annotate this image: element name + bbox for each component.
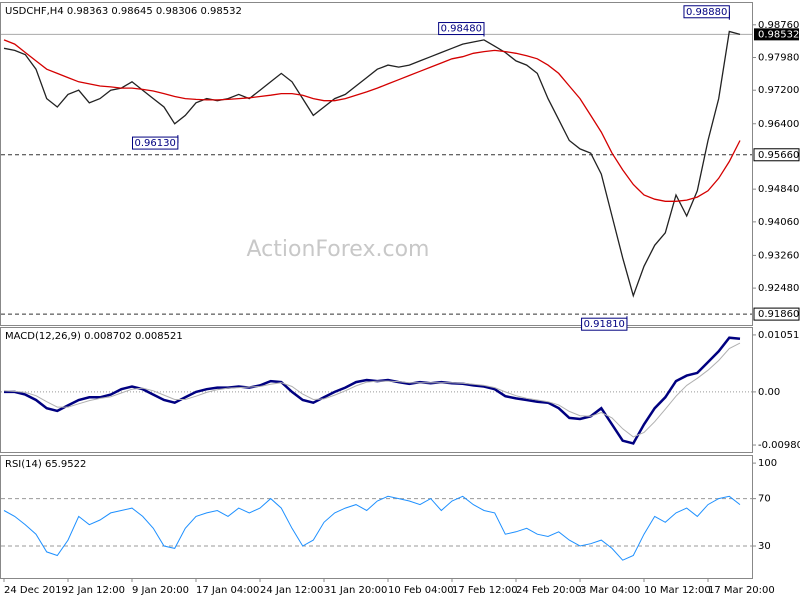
series-line bbox=[3, 495, 741, 561]
annotation-box bbox=[581, 317, 628, 331]
macd-panel bbox=[0, 327, 753, 453]
y-tick-label: 0.97980 bbox=[758, 53, 799, 64]
level-label-box bbox=[753, 307, 800, 321]
price-title: USDCHF,H4 0.98363 0.98645 0.98306 0.9853… bbox=[5, 6, 242, 17]
annotation-box bbox=[683, 5, 730, 19]
y-tick-label: 0.96400 bbox=[758, 119, 799, 130]
x-tick-label: 24 Jan 12:00 bbox=[260, 585, 323, 596]
current-price-label: 0.98532 bbox=[758, 29, 799, 40]
y-tick-label: 0.94840 bbox=[758, 184, 799, 195]
x-tick-label: 9 Jan 20:00 bbox=[132, 585, 189, 596]
y-tick-label: 0.97200 bbox=[758, 85, 799, 96]
y-tick-label: 0.93260 bbox=[758, 250, 799, 261]
y-tick-label: 30 bbox=[758, 541, 771, 552]
annotation-box bbox=[438, 22, 485, 36]
x-tick-label: 3 Mar 04:00 bbox=[580, 585, 640, 596]
series-line bbox=[3, 342, 741, 438]
annotation-label: 0.98480 bbox=[441, 24, 482, 35]
rsi-panel bbox=[0, 455, 753, 579]
series-line bbox=[3, 30, 741, 298]
series-line bbox=[4, 336, 741, 445]
price-panel bbox=[0, 2, 753, 326]
y-tick-label: 0.00 bbox=[758, 387, 780, 398]
annotation-label: 0.91810 bbox=[584, 319, 625, 330]
y-tick-label: 100 bbox=[758, 458, 777, 469]
macd-title: MACD(12,26,9) 0.008702 0.008521 bbox=[5, 331, 183, 342]
x-tick-label: 31 Jan 20:00 bbox=[324, 585, 387, 596]
annotation-label: 0.98880 bbox=[686, 7, 727, 18]
level-label-box bbox=[753, 148, 800, 162]
annotation-label: 0.96130 bbox=[135, 138, 176, 149]
x-tick-label: 17 Mar 20:00 bbox=[708, 585, 775, 596]
y-tick-label: 70 bbox=[758, 494, 771, 505]
rsi-title: RSI(14) 65.9522 bbox=[5, 459, 86, 470]
x-tick-label: 24 Dec 2019 bbox=[4, 585, 68, 596]
level-label: 0.91860 bbox=[758, 309, 799, 320]
series-line bbox=[3, 39, 741, 202]
y-tick-label: 0.92480 bbox=[758, 283, 799, 294]
y-tick-label: 0.94060 bbox=[758, 217, 799, 228]
x-tick-label: 2 Jan 12:00 bbox=[68, 585, 125, 596]
x-tick-label: 24 Feb 20:00 bbox=[516, 585, 582, 596]
x-tick-label: 10 Mar 12:00 bbox=[644, 585, 711, 596]
x-tick-label: 17 Feb 12:00 bbox=[452, 585, 518, 596]
watermark: ActionForex.com bbox=[247, 237, 430, 262]
x-tick-label: 10 Feb 04:00 bbox=[388, 585, 454, 596]
annotation-box bbox=[132, 136, 179, 150]
x-tick-label: 17 Jan 04:00 bbox=[196, 585, 259, 596]
y-tick-label: -0.009804 bbox=[758, 440, 800, 451]
current-price-box bbox=[754, 28, 799, 41]
y-tick-label: 0.98760 bbox=[758, 20, 799, 31]
level-label: 0.95660 bbox=[758, 150, 799, 161]
y-tick-label: 0.010513 bbox=[758, 330, 800, 341]
